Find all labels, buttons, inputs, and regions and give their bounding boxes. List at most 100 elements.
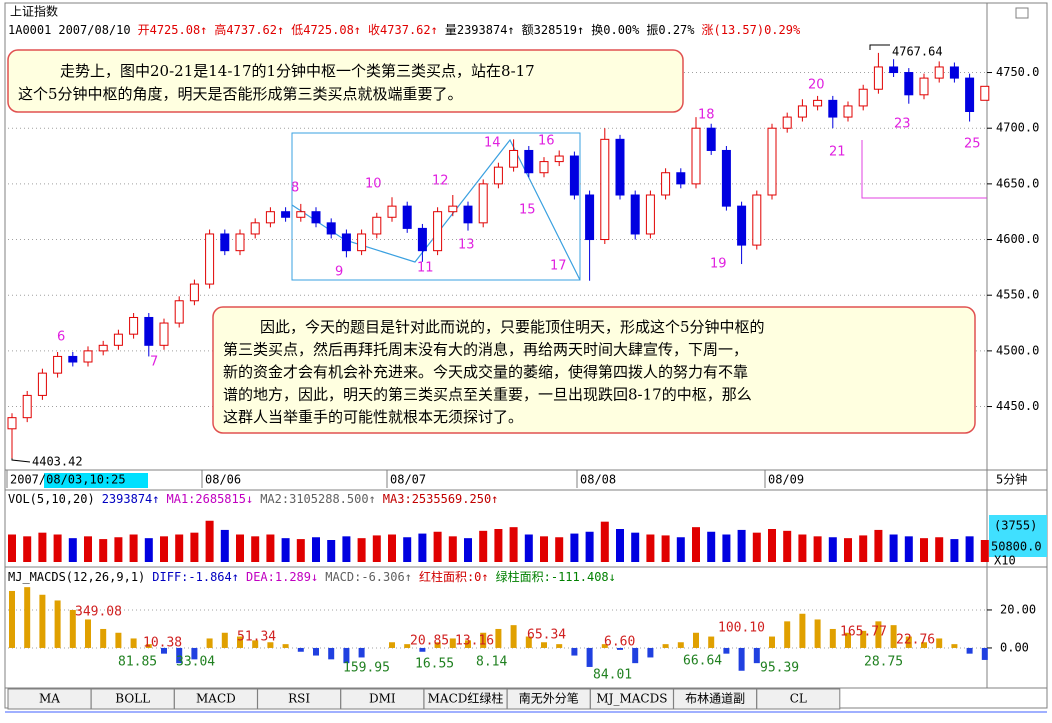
info-item: 2007/08/10 (58, 23, 130, 37)
green-area-label: 33.04 (176, 655, 215, 670)
tab[interactable]: MACD (173, 688, 258, 710)
candle-body (509, 149, 519, 168)
volume-bar (266, 534, 275, 562)
tab[interactable]: MA (7, 688, 92, 710)
candle-body (828, 99, 838, 118)
volume-bar (114, 537, 123, 562)
info-item: MA2:3105288.500↑ (260, 492, 376, 506)
red-area-label: 22.76 (896, 633, 935, 648)
volume-bar (68, 538, 77, 562)
volume-bar (160, 536, 168, 562)
volume-bar (38, 532, 47, 562)
high-marker (869, 44, 890, 50)
info-item: 涨(13.57)0.29% (702, 22, 801, 37)
volume-bar (783, 530, 792, 562)
green-area-label: 8.14 (476, 655, 507, 670)
info-item: 高4737.62↑ (214, 22, 284, 37)
candle-body (37, 372, 47, 396)
macd-bar (951, 644, 958, 648)
volume-bar (616, 529, 624, 562)
tab-label[interactable]: MA (39, 692, 60, 706)
tab[interactable]: BOLL (90, 688, 175, 710)
info-item: 量2393874↑ (445, 23, 515, 37)
volume-bar (722, 534, 731, 562)
tab-label[interactable]: 布林通道副 (685, 692, 745, 706)
tab-button[interactable] (756, 688, 841, 710)
candle-body (919, 77, 929, 96)
candle-body (53, 355, 63, 374)
volume-bar (828, 537, 837, 562)
macd-bar (723, 647, 730, 654)
macd-bar (875, 621, 882, 648)
tab-label[interactable]: RSI (288, 692, 310, 706)
volume-bar (570, 533, 579, 562)
wave-label: 23 (894, 117, 911, 132)
volume-bar (53, 534, 62, 562)
volume-bar (600, 521, 609, 562)
macd-bar (328, 647, 335, 660)
macd-bar (297, 647, 304, 652)
macd-bar (282, 644, 289, 648)
volume-bar (920, 538, 928, 562)
tab[interactable]: MJ_MACDS (589, 688, 674, 710)
tab[interactable]: RSI (257, 688, 342, 710)
macd-bar (845, 632, 851, 648)
candle-body (357, 233, 367, 252)
high-label: 4767.64 (892, 45, 943, 59)
macd-bar (647, 647, 654, 658)
volume-bar (646, 534, 655, 562)
info-item: 2393874↑ (102, 492, 160, 506)
macd-bar (617, 647, 623, 650)
candle-body (68, 355, 78, 363)
candle-body (630, 194, 640, 235)
macd-bar (921, 642, 927, 648)
candle-body (706, 127, 716, 151)
macd-bar (495, 628, 502, 648)
volume-bar (980, 540, 989, 562)
candle-body (402, 205, 412, 229)
tab-label[interactable]: DMI (369, 692, 396, 706)
info-item: MJ_MACDS(12,26,9,1) (8, 570, 145, 584)
volume-bar (418, 533, 427, 562)
candle-body (615, 138, 625, 196)
volume-axis-text: (3755) (994, 519, 1037, 533)
macd-bar (905, 636, 912, 648)
info-item: 低4725.08↑ (291, 23, 361, 37)
candle-body (797, 105, 807, 118)
volume-bar (175, 534, 184, 562)
macd-bar (586, 647, 593, 667)
green-area-label: 159.95 (343, 661, 390, 676)
info-line: 1A0001 2007/08/10 开4725.08↑ 高4737.62↑ 低4725.… (8, 22, 801, 37)
volume-bar (144, 538, 153, 562)
wave-label: 20 (808, 78, 825, 93)
volume-bar (813, 536, 822, 562)
volume-bar (464, 538, 472, 562)
macd-bar (966, 647, 973, 654)
maximize-button[interactable] (1015, 7, 1029, 19)
tab[interactable]: 布林通道副 (673, 688, 758, 710)
red-area-label: 51.34 (237, 630, 276, 645)
tab-label[interactable]: BOLL (115, 692, 150, 706)
volume-bar (388, 534, 396, 562)
tab-label[interactable]: MJ_MACDS (596, 692, 667, 706)
macd-bar (161, 647, 167, 654)
symbol-title: 上证指数 (10, 4, 58, 19)
info-item: DEA:1.289↓ (246, 570, 318, 584)
green-area-label: 66.64 (683, 654, 722, 669)
note-box (7, 49, 684, 113)
tab[interactable]: MACD红绿柱 (423, 688, 508, 710)
volume-bar (692, 527, 700, 562)
tab-label[interactable]: 南无外分笔 (519, 691, 579, 706)
tab[interactable]: 南无外分笔 (506, 688, 591, 710)
tab-label[interactable]: MACD (196, 692, 236, 706)
tab-label[interactable]: MACD红绿柱 (428, 691, 504, 706)
tab-label[interactable]: CL (790, 692, 807, 706)
tab[interactable]: DMI (340, 688, 425, 710)
wave-label: 18 (698, 108, 715, 123)
green-area-label: 28.75 (864, 655, 903, 670)
candle-body (281, 211, 291, 218)
tab[interactable]: CL (756, 688, 841, 710)
info-item: MA1:2685815↓ (167, 492, 254, 506)
macd-bar (130, 638, 137, 648)
candle-body (661, 172, 671, 196)
